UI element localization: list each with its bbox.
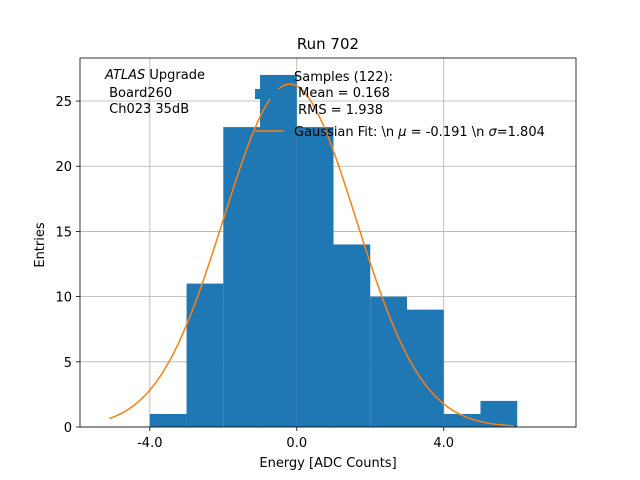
- atlas-word: ATLAS: [104, 68, 145, 83]
- y-tick-label-1: 5: [64, 356, 72, 371]
- histogram-bar-4: [296, 127, 334, 427]
- legend-samples-title: Samples (122):: [294, 70, 393, 85]
- legend-samples-swatch: [255, 89, 283, 99]
- legend-fit-sigma-symbol: σ: [489, 125, 498, 140]
- chart-title: Run 702: [297, 35, 359, 53]
- y-tick-label-0: 0: [64, 421, 72, 436]
- board-label: Board260: [105, 86, 172, 101]
- legend-fit-prefix: Gaussian Fit: \n: [294, 125, 398, 140]
- x-tick-label-2: 4.0: [433, 436, 454, 451]
- histogram-bar-2: [223, 127, 261, 427]
- histogram-bar-8: [443, 413, 481, 427]
- plot-frame: [79, 57, 577, 428]
- atlas-label-line: ATLAS Upgrade: [104, 68, 205, 83]
- histogram-bar-5: [333, 244, 371, 427]
- channel-label: Ch023 35dB: [105, 102, 189, 117]
- legend-fit-mu-value: = -0.191 \n: [407, 125, 489, 140]
- histogram-bar-1: [186, 283, 224, 427]
- x-axis-label: Energy [ADC Counts]: [259, 456, 396, 471]
- legend-samples-mean: Mean = 0.168: [294, 86, 390, 101]
- histogram-bar-7: [406, 309, 444, 427]
- atlas-annotation: ATLAS Upgrade Board260 Ch023 35dB: [104, 68, 205, 117]
- legend-fit-sigma-value: =1.804: [497, 125, 545, 140]
- y-axis-label: Entries: [33, 222, 48, 268]
- histogram-bars: [149, 74, 518, 427]
- legend-samples-rms: RMS = 1.938: [294, 103, 383, 118]
- y-tick-label-5: 25: [55, 95, 72, 110]
- y-tick-label-3: 15: [55, 225, 72, 240]
- upgrade-word: Upgrade: [145, 68, 205, 83]
- x-tick-label-0: -4.0: [137, 436, 162, 451]
- histogram-bar-0: [149, 413, 187, 427]
- legend-fit-text: Gaussian Fit: \n μ = -0.191 \n σ=1.804: [294, 125, 545, 140]
- histogram-bar-3: [260, 74, 297, 427]
- gaussian-fit-layer: [109, 83, 514, 427]
- y-tick-label-4: 20: [55, 160, 72, 175]
- gaussian-fit-line: [109, 83, 514, 427]
- legend: Samples (122): Mean = 0.168 RMS = 1.938 …: [255, 70, 545, 140]
- y-tick-label-2: 10: [55, 291, 72, 306]
- x-tick-label-1: 0.0: [286, 436, 307, 451]
- histogram-bar-6: [370, 296, 407, 427]
- axis-ticks: -4.0 0.0 4.0 0 5 10 15 20 25: [55, 95, 454, 451]
- legend-fit-mu-symbol: μ: [397, 125, 406, 140]
